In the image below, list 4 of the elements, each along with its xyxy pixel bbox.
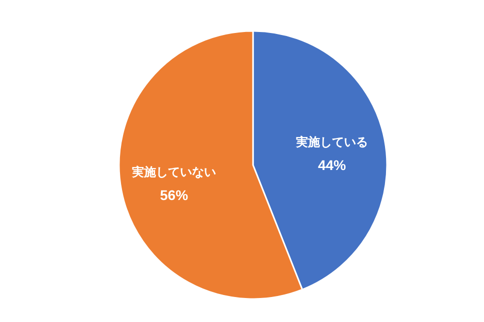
slice-label: 実施していない <box>131 165 216 180</box>
data-label: 56% <box>160 187 189 204</box>
slice-label: 実施している <box>294 134 368 149</box>
data-label: 44% <box>318 156 347 173</box>
